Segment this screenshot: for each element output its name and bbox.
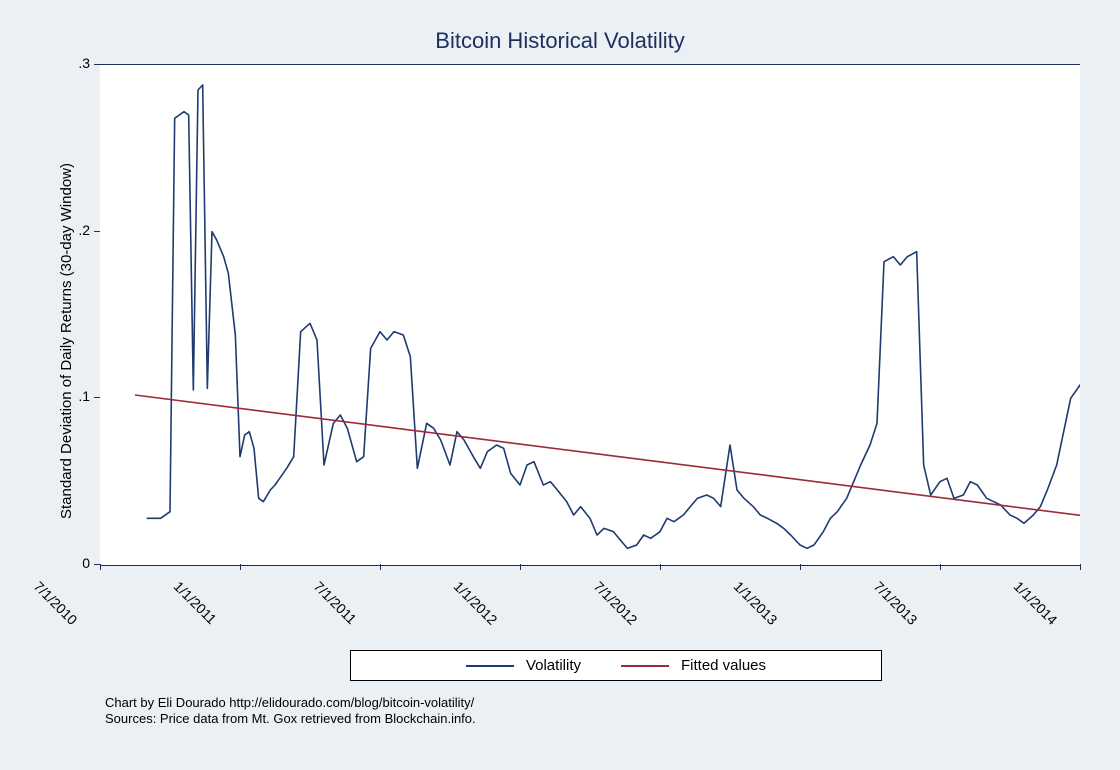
caption-line-1: Chart by Eli Dourado http://elidourado.c…	[105, 695, 476, 711]
x-tick-label: 1/1/2011	[171, 578, 220, 627]
caption-line-2: Sources: Price data from Mt. Gox retriev…	[105, 711, 476, 727]
y-tick-label: 0	[66, 555, 90, 571]
legend-item-volatility: Volatility	[466, 657, 581, 674]
x-tick-label: 7/1/2011	[311, 578, 360, 627]
chart-caption: Chart by Eli Dourado http://elidourado.c…	[105, 695, 476, 728]
y-tick-label: .2	[66, 222, 90, 238]
x-tick-label: 7/1/2010	[31, 578, 81, 628]
plot-area	[100, 64, 1080, 566]
y-tick-label: .1	[66, 388, 90, 404]
x-tick-label: 1/1/2013	[731, 578, 781, 628]
legend: Volatility Fitted values	[350, 650, 882, 681]
x-tick-label: 7/1/2013	[871, 578, 921, 628]
legend-item-fitted: Fitted values	[621, 657, 766, 674]
x-tick-label: 7/1/2012	[591, 578, 641, 628]
legend-swatch-volatility	[466, 665, 514, 667]
y-axis-label: Standard Deviation of Daily Returns (30-…	[58, 163, 75, 519]
chart-container: Bitcoin Historical Volatility Standard D…	[0, 0, 1120, 770]
legend-swatch-fitted	[621, 665, 669, 667]
chart-title: Bitcoin Historical Volatility	[0, 28, 1120, 54]
legend-label-fitted: Fitted values	[681, 657, 766, 674]
x-tick-label: 1/1/2012	[451, 578, 501, 628]
x-tick-label: 1/1/2014	[1011, 578, 1061, 628]
legend-label-volatility: Volatility	[526, 657, 581, 674]
y-tick-label: .3	[66, 55, 90, 71]
plot-svg	[100, 65, 1080, 565]
